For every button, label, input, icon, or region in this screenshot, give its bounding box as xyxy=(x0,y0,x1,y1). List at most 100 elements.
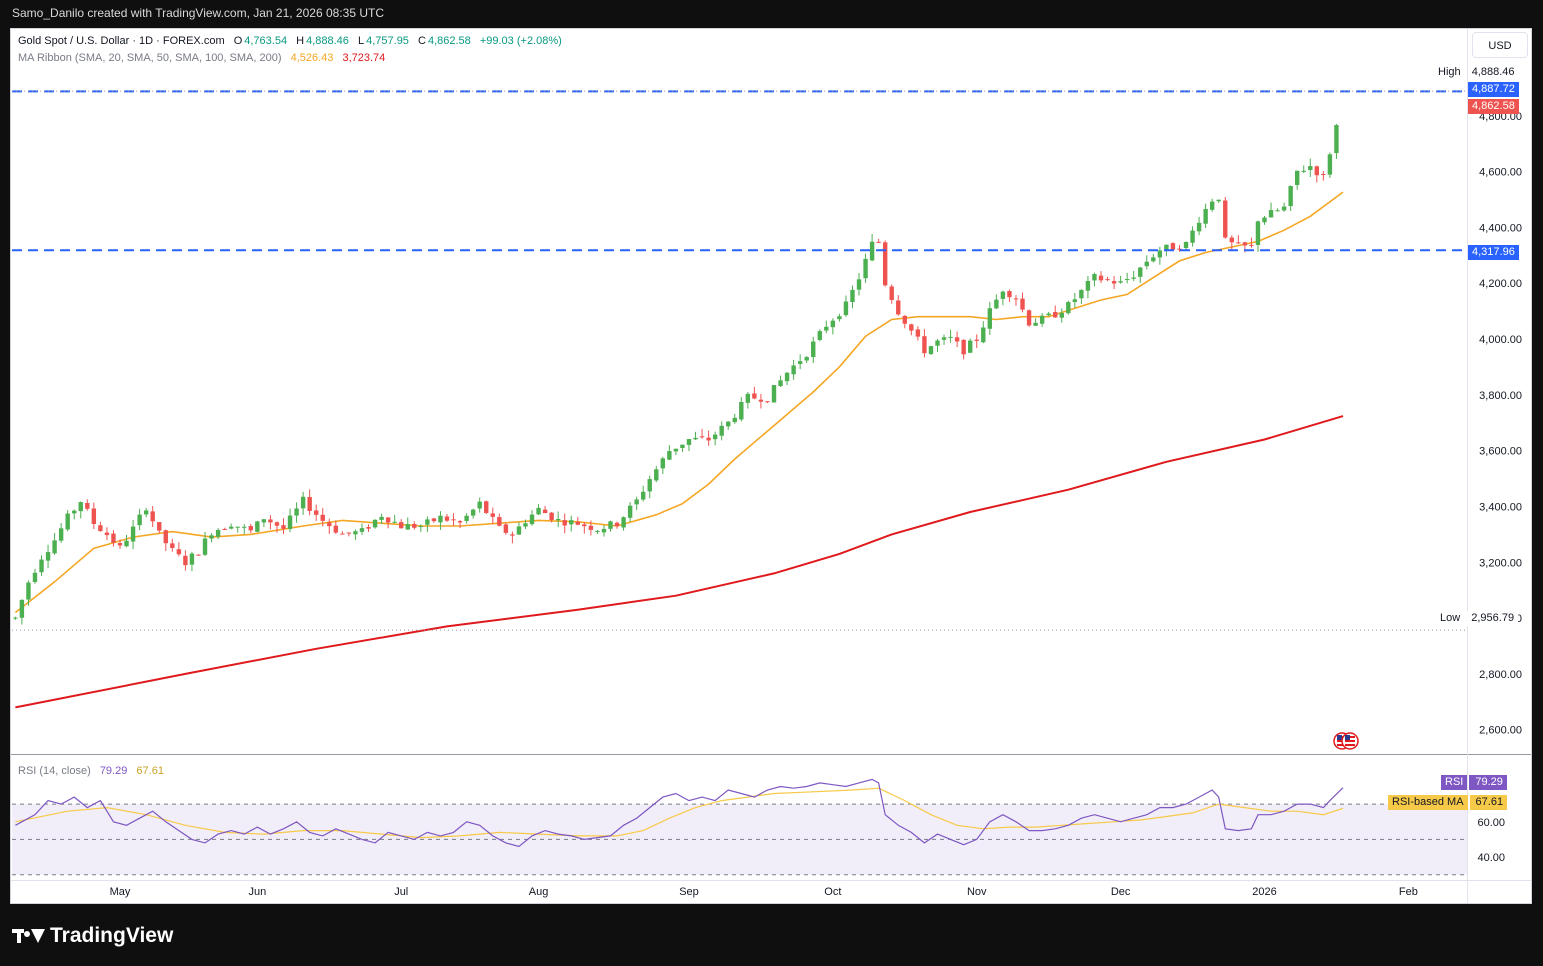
candle-body xyxy=(1066,302,1071,314)
last-price-tag: 4,862.58 xyxy=(1468,99,1519,114)
candle xyxy=(1209,198,1215,212)
candle xyxy=(1249,237,1254,248)
candle xyxy=(673,448,679,455)
candle-body xyxy=(1144,261,1149,267)
candle xyxy=(255,520,260,533)
candle xyxy=(778,375,783,387)
rsi-tag-value: 79.29 xyxy=(1469,775,1507,790)
rsi-legend[interactable]: RSI (14, close) 79.29 67.61 xyxy=(18,765,166,777)
candle-body xyxy=(693,437,698,440)
candle-body xyxy=(490,513,495,517)
candle xyxy=(621,516,626,531)
candle-body xyxy=(614,522,620,527)
candle xyxy=(1321,171,1326,181)
candle-body xyxy=(732,417,737,423)
ma-ribbon-label[interactable]: MA Ribbon (SMA, 20, SMA, 50, SMA, 100, S… xyxy=(18,52,282,64)
candle xyxy=(1196,216,1202,236)
candle-body xyxy=(294,508,299,516)
candle xyxy=(451,513,456,526)
low-label: Low xyxy=(1440,612,1461,624)
candle xyxy=(490,507,495,525)
candle-body xyxy=(1334,125,1339,154)
candle xyxy=(869,234,875,262)
candle xyxy=(562,513,567,534)
candle-body xyxy=(902,315,907,324)
candle xyxy=(863,253,868,283)
candle-body xyxy=(882,242,888,286)
candle-body xyxy=(869,241,875,261)
candle xyxy=(314,504,319,521)
currency-button[interactable]: USD xyxy=(1472,32,1528,58)
high-marker: High 4,888.46 xyxy=(1434,65,1519,80)
candle-body xyxy=(1190,230,1195,243)
symbol-title[interactable]: Gold Spot / U.S. Dollar · 1D · FOREX.com xyxy=(18,35,225,47)
candle-body xyxy=(824,326,829,331)
candle xyxy=(1007,289,1012,302)
ohlc-close-value: 4,862.58 xyxy=(427,35,471,47)
rsi-label[interactable]: RSI (14, close) xyxy=(18,765,91,777)
candle xyxy=(78,501,83,519)
candle-body xyxy=(215,529,221,537)
candle xyxy=(444,513,450,522)
candle-body xyxy=(287,515,293,529)
events-icons[interactable] xyxy=(1333,732,1359,750)
candle xyxy=(464,513,469,524)
horizontal-levels[interactable] xyxy=(12,90,1467,631)
symbol-legend[interactable]: Gold Spot / U.S. Dollar · 1D · FOREX.com… xyxy=(18,35,564,47)
candle xyxy=(1157,246,1163,265)
rsi-ma-value: 67.61 xyxy=(136,765,164,777)
candle xyxy=(52,532,57,555)
candle xyxy=(529,510,535,526)
candle-body xyxy=(1170,243,1176,250)
ma-legend[interactable]: MA Ribbon (SMA, 20, SMA, 50, SMA, 100, S… xyxy=(18,52,387,64)
candle-body xyxy=(1013,298,1019,300)
candle xyxy=(928,345,934,355)
price-axis[interactable]: 2,600.002,800.003,000.003,200.003,400.00… xyxy=(1479,111,1522,737)
time-axis[interactable]: May Jun Jul Aug Sep Oct Nov Dec 2026 Feb xyxy=(110,886,1418,898)
time-tick-label: Nov xyxy=(967,886,987,898)
candle xyxy=(745,391,751,409)
candle-body xyxy=(1157,250,1163,258)
candle-body xyxy=(1216,199,1221,202)
candle xyxy=(837,313,842,322)
ma-value-1: 4,526.43 xyxy=(290,52,334,64)
high-value: 4,888.46 xyxy=(1471,66,1515,78)
candle xyxy=(981,321,986,344)
candle-body xyxy=(320,514,325,521)
candle-body xyxy=(1321,173,1326,175)
candle xyxy=(366,524,371,532)
candle xyxy=(65,510,70,532)
flag-stripe xyxy=(1345,740,1355,742)
candle xyxy=(516,522,522,535)
candle-body xyxy=(601,528,607,533)
candle xyxy=(13,616,18,621)
candle-body xyxy=(464,515,469,521)
tradingview-brand[interactable]: TradingView xyxy=(12,924,173,948)
rsi-tag-label: RSI xyxy=(1441,775,1468,790)
candle-body xyxy=(1183,242,1189,249)
candle xyxy=(994,294,999,310)
candle-body xyxy=(1111,281,1117,284)
candle xyxy=(58,523,64,543)
candle-body xyxy=(438,515,443,523)
price-tick-label: 2,600.00 xyxy=(1479,725,1522,737)
candle xyxy=(1314,165,1320,183)
candle xyxy=(340,531,345,535)
candle-body xyxy=(157,522,162,531)
candle-body xyxy=(85,503,90,509)
price-tick-label: 4,600.00 xyxy=(1479,167,1522,179)
candle-body xyxy=(307,496,312,511)
candle-body xyxy=(510,534,515,536)
candle xyxy=(660,456,666,475)
candle-body xyxy=(634,499,639,505)
candle-body xyxy=(1242,242,1248,246)
candle-body xyxy=(300,496,306,509)
candle-body xyxy=(968,340,973,353)
candle-body xyxy=(797,361,803,364)
candle xyxy=(739,397,744,422)
candle-body xyxy=(1131,277,1136,279)
candle-body xyxy=(1177,248,1182,250)
candle-body xyxy=(209,535,214,539)
candle-body xyxy=(981,327,986,343)
